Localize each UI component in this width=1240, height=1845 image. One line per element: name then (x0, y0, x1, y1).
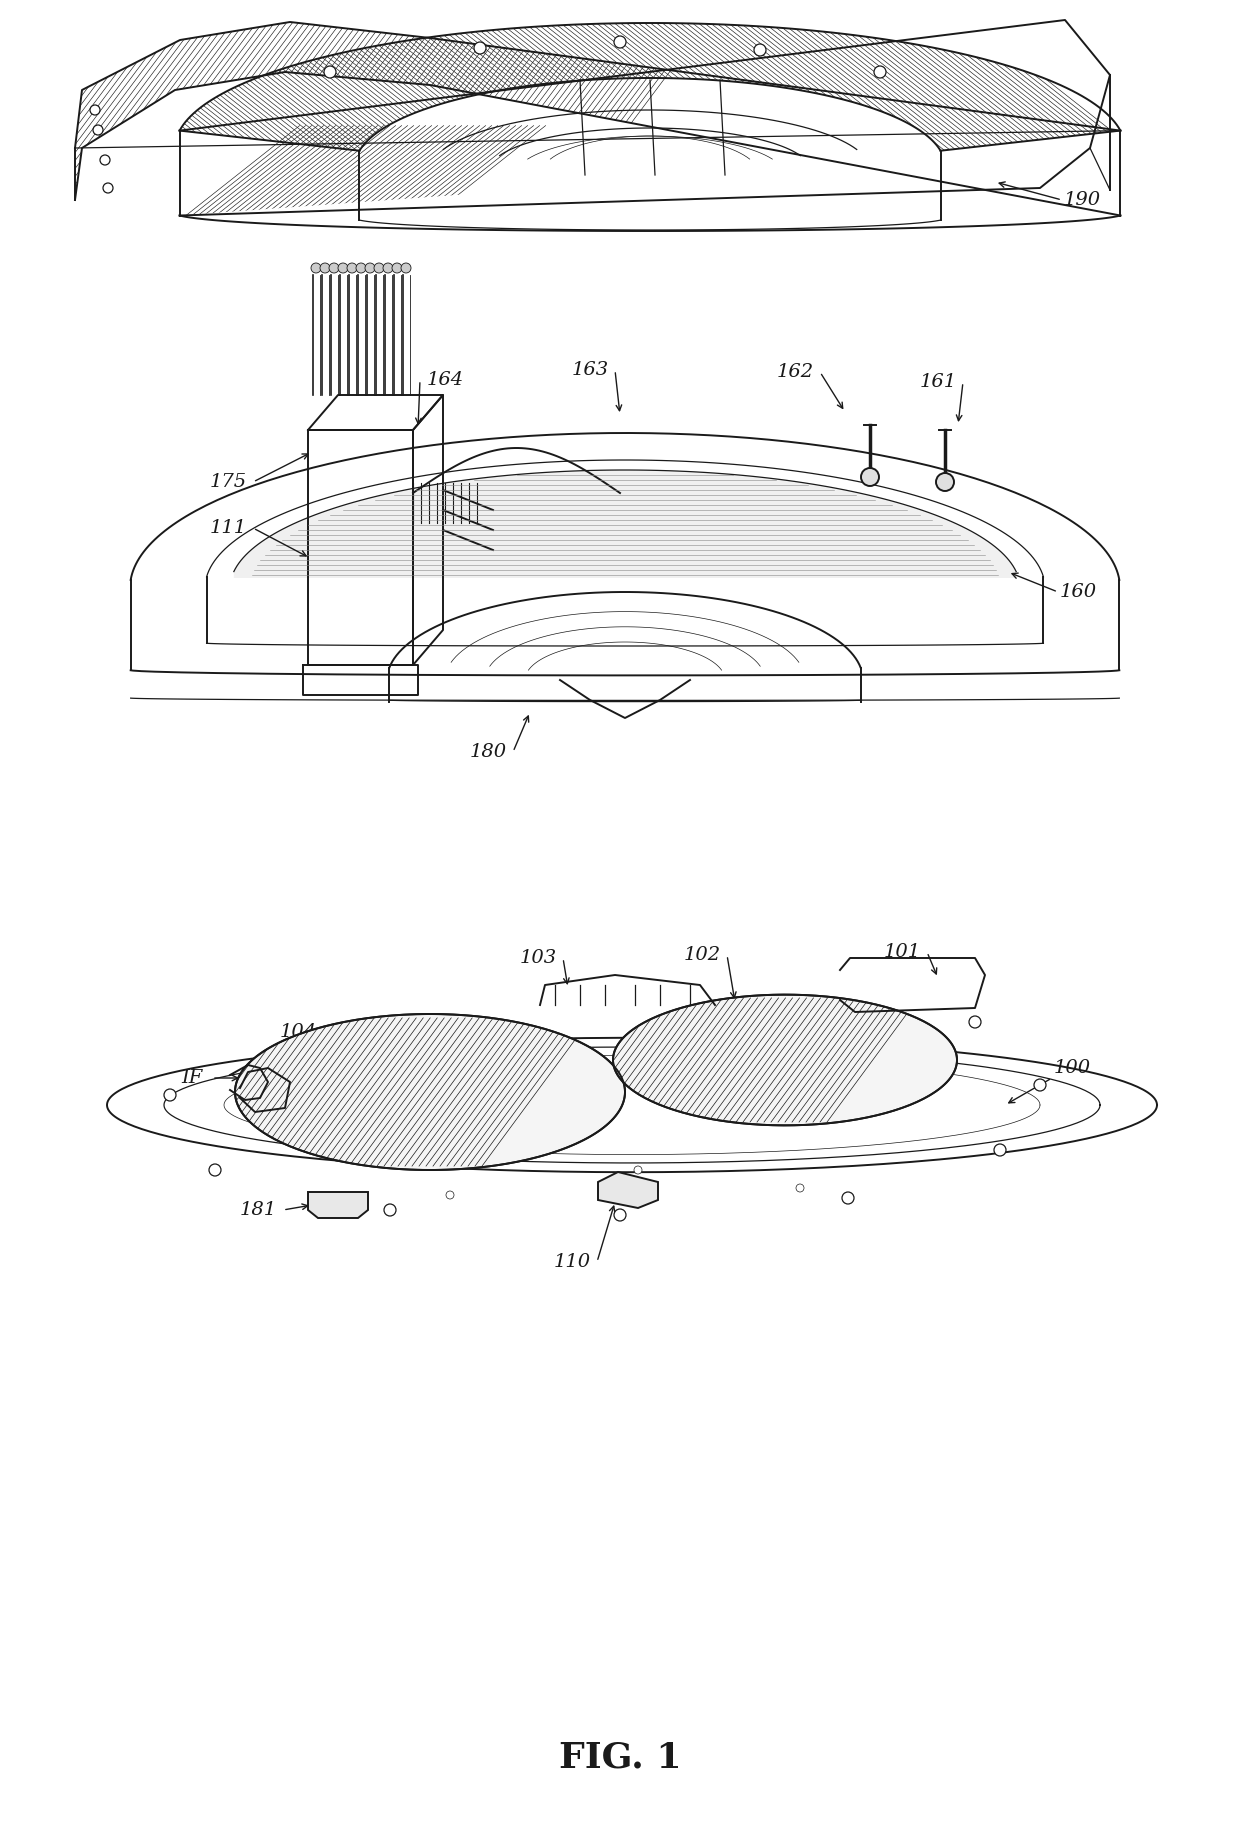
Text: 111: 111 (210, 518, 247, 537)
Circle shape (93, 125, 103, 135)
Circle shape (164, 1089, 176, 1101)
Text: 110: 110 (553, 1253, 590, 1271)
Text: 161: 161 (919, 373, 956, 391)
Polygon shape (613, 994, 957, 1125)
Circle shape (339, 264, 348, 273)
Text: 181: 181 (239, 1201, 277, 1220)
Circle shape (474, 42, 486, 54)
Circle shape (91, 105, 100, 114)
Circle shape (842, 1192, 854, 1205)
Text: 162: 162 (776, 363, 813, 382)
Text: 175: 175 (210, 472, 247, 491)
Text: 164: 164 (427, 371, 464, 389)
Circle shape (384, 1205, 396, 1216)
Circle shape (329, 264, 339, 273)
Circle shape (356, 264, 366, 273)
Circle shape (796, 1184, 804, 1192)
Circle shape (311, 264, 321, 273)
Circle shape (874, 66, 887, 77)
Circle shape (365, 264, 374, 273)
Text: IF: IF (181, 1068, 202, 1087)
Circle shape (754, 44, 766, 55)
Text: 101: 101 (883, 943, 920, 961)
Circle shape (614, 37, 626, 48)
Circle shape (401, 264, 410, 273)
Circle shape (347, 264, 357, 273)
Text: 102: 102 (683, 946, 720, 963)
Circle shape (383, 264, 393, 273)
Polygon shape (598, 1172, 658, 1208)
Text: 163: 163 (572, 362, 609, 378)
Text: FIG. 1: FIG. 1 (559, 1742, 681, 1775)
Circle shape (392, 264, 402, 273)
Polygon shape (236, 1015, 625, 1170)
Polygon shape (234, 470, 1016, 577)
Circle shape (210, 1164, 221, 1175)
Circle shape (374, 264, 384, 273)
Circle shape (968, 1017, 981, 1028)
Text: 160: 160 (1059, 583, 1096, 601)
Text: 190: 190 (1064, 192, 1101, 208)
Circle shape (103, 183, 113, 194)
Text: 180: 180 (470, 744, 507, 760)
Circle shape (614, 1208, 626, 1221)
Circle shape (446, 1192, 454, 1199)
Circle shape (100, 155, 110, 164)
Circle shape (320, 264, 330, 273)
Circle shape (994, 1144, 1006, 1157)
Circle shape (861, 469, 879, 485)
Circle shape (1034, 1079, 1047, 1090)
Text: 104: 104 (279, 1022, 316, 1041)
Circle shape (324, 66, 336, 77)
Circle shape (634, 1166, 642, 1173)
Text: 100: 100 (1054, 1059, 1090, 1077)
Text: 103: 103 (520, 948, 557, 967)
Polygon shape (308, 1192, 368, 1218)
Circle shape (936, 472, 954, 491)
